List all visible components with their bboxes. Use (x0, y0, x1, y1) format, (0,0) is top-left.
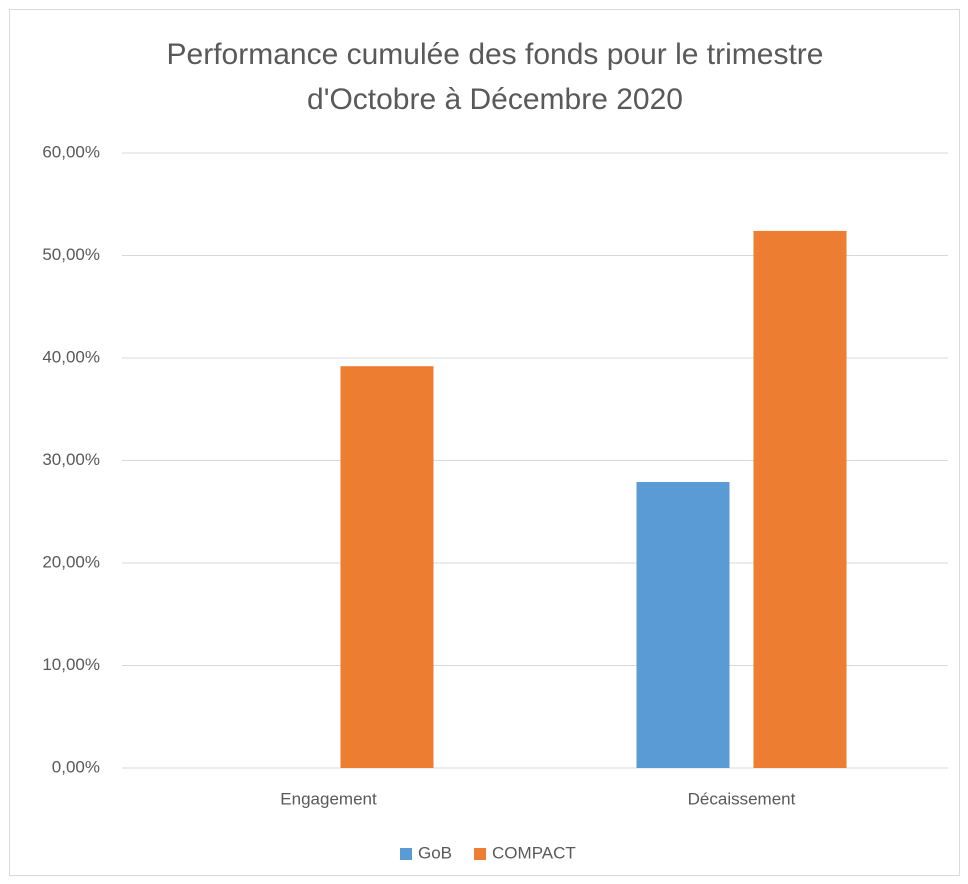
legend-swatch (474, 848, 487, 860)
y-tick-label: 30,00% (42, 450, 100, 469)
legend-swatch (400, 848, 412, 860)
y-tick-label: 60,00% (42, 142, 100, 161)
x-tick-label: Décaissement (688, 789, 796, 808)
chart-title: Performance cumulée des fonds pour le tr… (167, 38, 824, 71)
chart-title: d'Octobre à Décembre 2020 (307, 83, 683, 116)
y-tick-label: 10,00% (42, 655, 100, 674)
legend-label: COMPACT (492, 843, 576, 862)
x-tick-label: Engagement (280, 789, 377, 808)
bar (636, 482, 730, 768)
y-tick-label: 0,00% (52, 757, 100, 776)
bar (340, 366, 434, 768)
y-tick-label: 40,00% (42, 347, 100, 366)
y-tick-label: 50,00% (42, 245, 100, 264)
bar (753, 230, 847, 768)
y-tick-label: 20,00% (42, 552, 100, 571)
legend-label: GoB (418, 843, 452, 862)
